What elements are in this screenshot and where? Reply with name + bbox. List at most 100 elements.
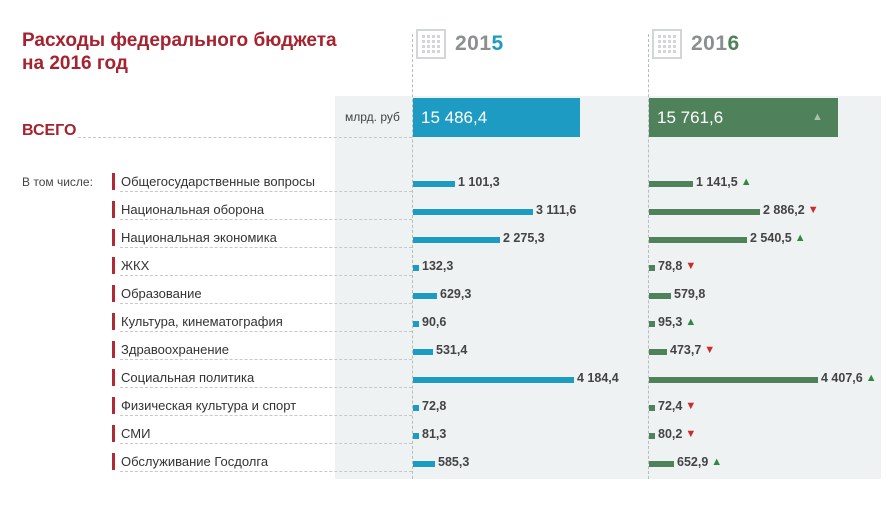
bar-2015 — [413, 377, 574, 383]
category-label: ЖКХ — [121, 258, 150, 273]
value-label-2016: 72,4 — [658, 399, 683, 413]
row-dash-line — [120, 415, 412, 416]
year-2016-text: 2016 — [691, 32, 740, 55]
bar-2016 — [649, 377, 818, 383]
bar-2016 — [649, 209, 760, 215]
bar-2015 — [413, 237, 500, 243]
value-label-2015: 90,6 — [422, 315, 447, 329]
bar-2015 — [413, 461, 435, 467]
trend-up-icon: ▲ — [685, 316, 697, 328]
value-label-2015: 72,8 — [422, 399, 447, 413]
row-marker — [112, 425, 115, 442]
row-marker — [112, 369, 115, 386]
trend-down-icon: ▼ — [807, 204, 819, 216]
total-label: ВСЕГО — [22, 122, 77, 139]
trend-up-icon: ▲ — [865, 372, 877, 384]
bar-2016 — [649, 405, 655, 411]
row-marker — [112, 453, 115, 470]
category-label: СМИ — [121, 426, 151, 441]
bar-2015 — [413, 433, 419, 439]
row-dash-line — [120, 303, 412, 304]
total-bar-2016: 15 761,6 ▲ — [649, 98, 838, 137]
row-dash-line — [120, 275, 412, 276]
trend-up-icon: ▲ — [812, 111, 823, 123]
bar-2015 — [413, 349, 433, 355]
value-label-2016: 652,9 — [677, 455, 709, 469]
value-label-2016: 1 141,5 — [696, 175, 738, 189]
value-label-2015: 531,4 — [436, 343, 468, 357]
row-dash-line — [120, 191, 412, 192]
trend-up-icon: ▲ — [794, 232, 806, 244]
row-dash-line — [120, 443, 412, 444]
value-label-2016: 473,7 — [670, 343, 702, 357]
bar-2016 — [649, 293, 671, 299]
value-label-2016: 2 540,5 — [750, 231, 792, 245]
bar-2015 — [413, 209, 533, 215]
calendar-2016-icon — [652, 29, 682, 59]
calendar-2015-icon — [416, 29, 446, 59]
row-dash-line — [120, 387, 412, 388]
row-marker — [112, 257, 115, 274]
bar-2016 — [649, 237, 747, 243]
category-label: Национальная оборона — [121, 202, 265, 217]
row-marker — [112, 229, 115, 246]
unit-label: млрд. руб — [345, 110, 400, 124]
bar-2015 — [413, 405, 419, 411]
bar-2016 — [649, 321, 655, 327]
category-label: Физическая культура и спорт — [121, 398, 297, 413]
year-2015-text: 2015 — [455, 32, 504, 55]
trend-down-icon: ▼ — [704, 344, 716, 356]
row-dash-line — [120, 471, 412, 472]
row-marker — [112, 201, 115, 218]
row-marker — [112, 285, 115, 302]
row-marker — [112, 313, 115, 330]
bar-2016 — [649, 461, 674, 467]
bar-2015 — [413, 321, 419, 327]
row-dash-line — [120, 331, 412, 332]
subtitle-label: В том числе: — [22, 175, 93, 189]
row-dash-line — [120, 359, 412, 360]
value-label-2015: 4 184,4 — [577, 371, 619, 385]
bar-2016 — [649, 265, 655, 271]
category-label: Социальная политика — [121, 370, 255, 385]
chart-title-line-1: Расходы федерального бюджета — [22, 30, 337, 51]
axis-2016-line — [648, 34, 649, 479]
category-label: Национальная экономика — [121, 230, 277, 245]
bar-2015 — [413, 265, 419, 271]
category-label: Обслуживание Госдолга — [121, 454, 269, 469]
bar-2016 — [649, 433, 655, 439]
value-label-2016: 4 407,6 — [821, 371, 863, 385]
value-label-2016: 579,8 — [674, 287, 706, 301]
chart-panel — [335, 96, 881, 479]
year-2015-label: 2015 — [455, 32, 504, 56]
trend-down-icon: ▼ — [685, 428, 697, 440]
category-label: Здравоохранение — [121, 342, 230, 357]
value-label-2016: 78,8 — [658, 259, 683, 273]
value-label-2016: 2 886,2 — [763, 203, 805, 217]
total-dash-line — [78, 137, 412, 138]
value-label-2015: 629,3 — [440, 287, 472, 301]
value-label-2015: 81,3 — [422, 427, 447, 441]
row-marker — [112, 397, 115, 414]
trend-down-icon: ▼ — [685, 400, 697, 412]
value-label-2015: 1 101,3 — [458, 175, 500, 189]
trend-up-icon: ▲ — [740, 176, 752, 188]
bar-2016 — [649, 181, 693, 187]
bar-2015 — [413, 181, 455, 187]
bar-2015 — [413, 293, 437, 299]
trend-up-icon: ▲ — [711, 456, 723, 468]
value-label-2015: 132,3 — [422, 259, 454, 273]
value-label-2016: 95,3 — [658, 315, 683, 329]
axis-2015-line — [412, 34, 413, 479]
value-label-2015: 585,3 — [438, 455, 470, 469]
year-2016-label: 2016 — [691, 32, 740, 56]
row-marker — [112, 341, 115, 358]
total-value-2015: 15 486,4 — [421, 108, 488, 127]
category-label: Общегосударственные вопросы — [121, 174, 315, 189]
bar-2016 — [649, 349, 667, 355]
row-dash-line — [120, 247, 412, 248]
category-label: Образование — [121, 286, 202, 301]
row-marker — [112, 173, 115, 190]
row-dash-line — [120, 219, 412, 220]
value-label-2015: 2 275,3 — [503, 231, 545, 245]
